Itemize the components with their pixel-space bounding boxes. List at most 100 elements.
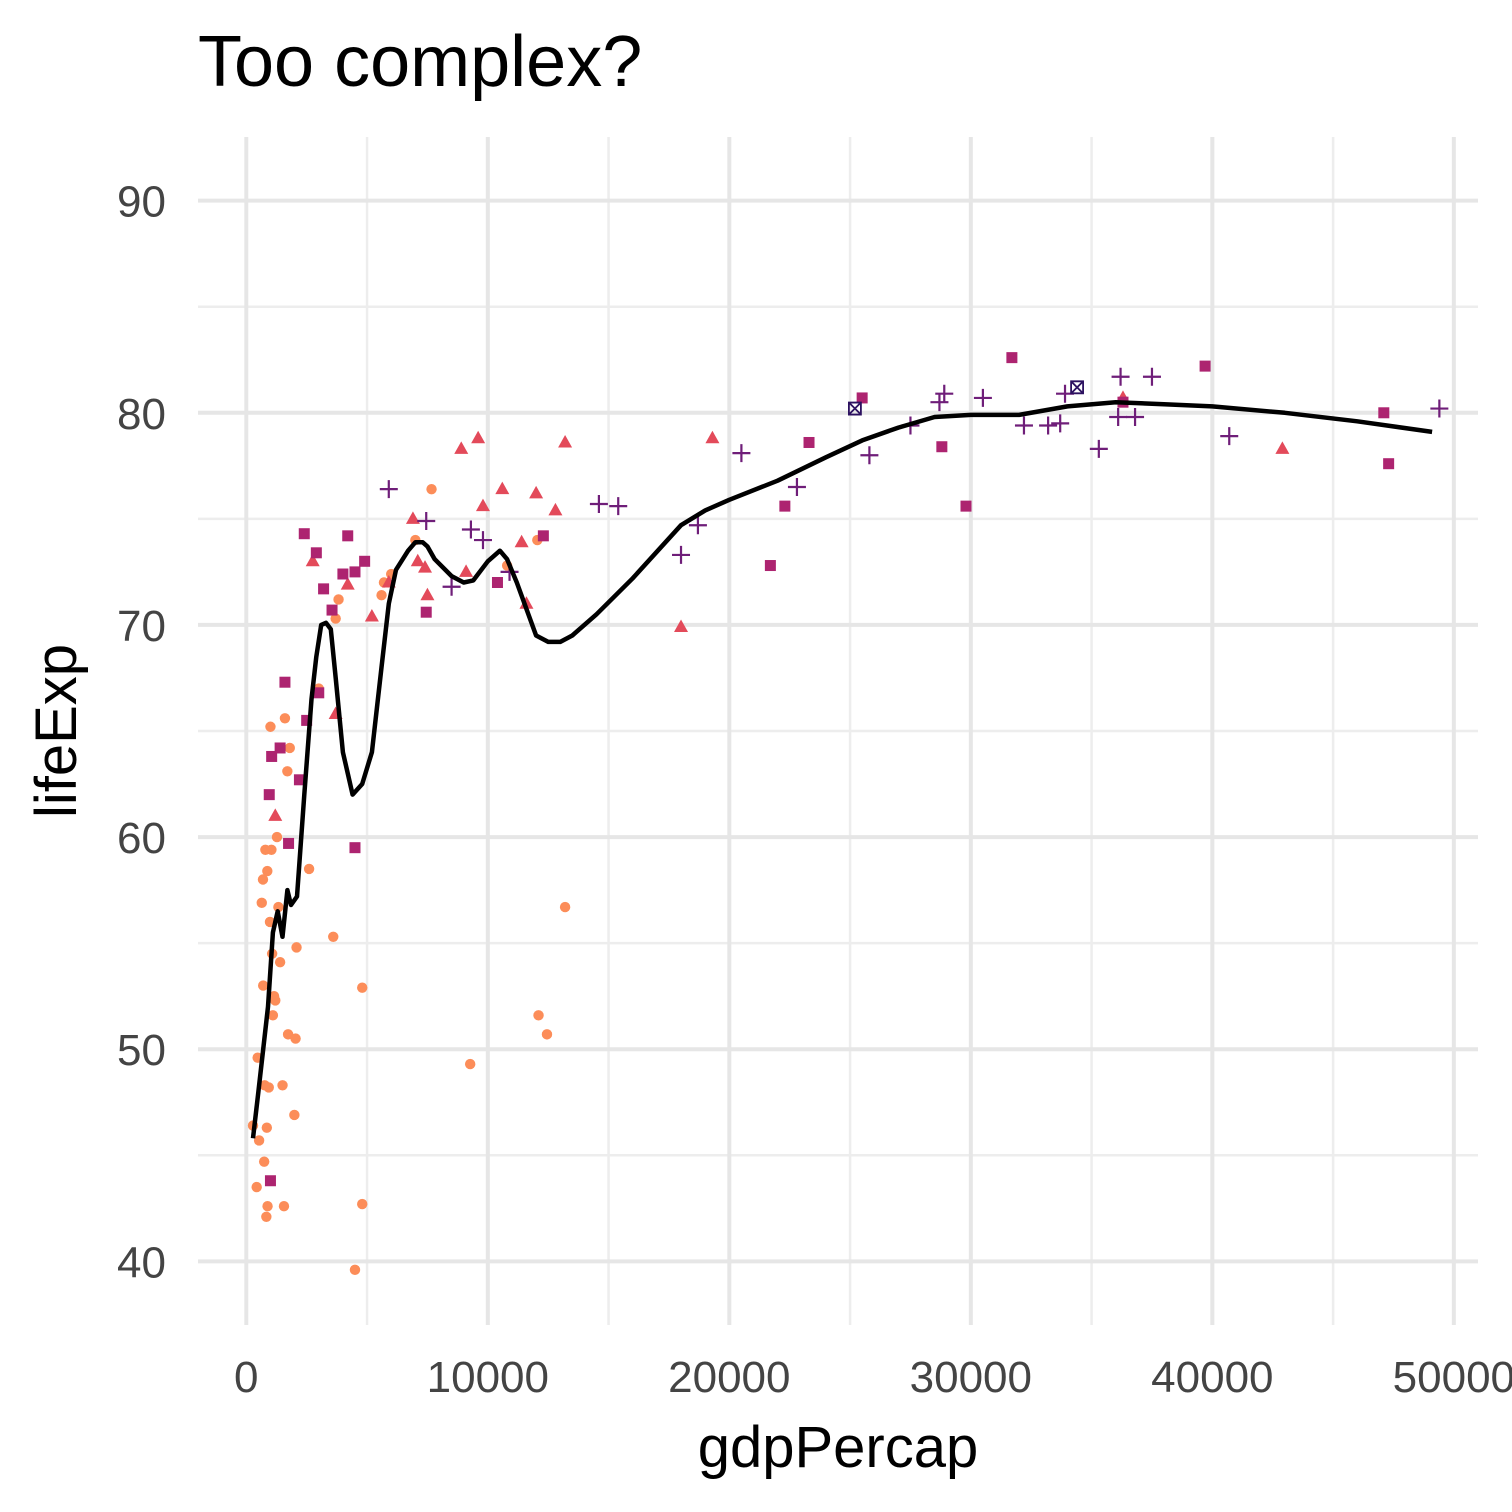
data-point-plus (417, 511, 436, 530)
y-tick-label: 60 (117, 814, 166, 863)
data-point-plus (1089, 439, 1108, 458)
x-tick-label: 40000 (1151, 1353, 1273, 1402)
data-point-plus (442, 577, 461, 596)
data-point-square (283, 837, 295, 849)
data-point-plus (1220, 427, 1239, 446)
data-point-square (326, 604, 338, 616)
data-point-plus (1109, 408, 1128, 427)
data-point-circle (265, 721, 276, 732)
data-point-triangle (1275, 441, 1290, 454)
data-point-square (803, 436, 815, 448)
y-tick-label: 90 (117, 178, 166, 227)
data-point-square (310, 547, 322, 559)
x-tick-label: 10000 (427, 1353, 549, 1402)
data-point-plus (1126, 408, 1145, 427)
data-point-square (1199, 360, 1211, 372)
data-points (247, 352, 1449, 1276)
data-point-circle (251, 1181, 262, 1193)
y-axis-tick-labels: 40 50 60 70 80 90 (117, 178, 166, 1288)
data-point-square (337, 568, 349, 580)
data-point-triangle (705, 430, 720, 444)
data-point-square (279, 676, 291, 688)
data-point-square (298, 528, 310, 540)
x-tick-label: 20000 (668, 1353, 790, 1402)
data-point-circle (533, 1010, 544, 1021)
y-tick-label: 40 (117, 1238, 166, 1287)
data-point-triangle (405, 511, 420, 524)
data-point-plus (1430, 399, 1449, 418)
data-point-circle (376, 590, 387, 601)
data-point-circle (291, 942, 302, 953)
data-point-circle (282, 766, 293, 777)
data-point-plus (973, 388, 992, 407)
data-point-circle (277, 1080, 288, 1091)
data-point-square (856, 392, 868, 404)
data-point-circle (328, 931, 339, 942)
data-point-square (420, 606, 432, 618)
data-point-circle (357, 1198, 368, 1210)
data-point-triangle (459, 564, 474, 577)
data-point-circle (273, 901, 284, 913)
data-point-circle (330, 613, 341, 624)
data-point-boxx (848, 401, 862, 416)
data-point-square (274, 742, 286, 754)
data-point-plus (1014, 416, 1033, 435)
data-point-plus (609, 497, 628, 516)
data-point-plus (1111, 367, 1130, 386)
data-point-circle (278, 1201, 290, 1212)
data-point-circle (426, 483, 437, 495)
data-point-square (960, 500, 972, 512)
data-point-circle (279, 713, 291, 724)
data-point-triangle (471, 430, 486, 444)
grid-lines (198, 137, 1478, 1325)
data-point-triangle (514, 534, 529, 548)
y-tick-label: 80 (117, 390, 166, 439)
data-point-square (293, 774, 305, 786)
data-point-plus (1039, 416, 1058, 435)
data-point-plus (1142, 367, 1161, 386)
data-point-plus (935, 384, 954, 403)
data-point-plus (930, 393, 949, 412)
data-point-square (491, 577, 503, 588)
data-point-circle (289, 1109, 300, 1121)
data-point-triangle (548, 502, 563, 516)
data-point-circle (258, 1156, 270, 1167)
data-point-circle (284, 742, 295, 754)
data-point-plus (688, 516, 707, 535)
data-point-circle (357, 982, 368, 993)
data-point-triangle (364, 608, 379, 622)
data-point-square (264, 1175, 276, 1187)
data-point-square (263, 789, 275, 801)
data-point-circle (541, 1029, 553, 1040)
data-point-square (1006, 352, 1018, 364)
chart-title: Too complex? (198, 22, 642, 102)
data-point-circle (256, 897, 267, 909)
data-point-plus (461, 520, 480, 539)
data-point-plus (787, 478, 806, 497)
data-point-triangle (418, 560, 433, 573)
data-point-circle (262, 865, 273, 877)
data-point-circle (274, 957, 286, 968)
data-point-square (936, 441, 948, 453)
data-point-square (349, 842, 361, 854)
data-point-plus (1051, 414, 1070, 433)
data-point-circle (263, 1082, 274, 1093)
data-point-circle (290, 1033, 301, 1044)
data-point-circle (261, 1122, 273, 1133)
data-point-plus (589, 495, 608, 514)
data-point-triangle (558, 434, 573, 448)
x-tick-label: 50000 (1393, 1353, 1512, 1402)
data-point-square (349, 566, 361, 578)
data-point-square (764, 560, 776, 572)
data-point-triangle (340, 577, 355, 590)
data-point-triangle (475, 498, 490, 512)
data-point-square (318, 583, 330, 595)
data-point-triangle (268, 808, 283, 821)
y-tick-label: 70 (117, 602, 166, 651)
data-point-circle (349, 1264, 361, 1276)
x-tick-label: 0 (234, 1353, 258, 1402)
data-point-triangle (495, 481, 510, 495)
data-point-circle (559, 901, 571, 913)
x-axis-tick-labels: 0 10000 20000 30000 40000 50000 (234, 1353, 1512, 1402)
